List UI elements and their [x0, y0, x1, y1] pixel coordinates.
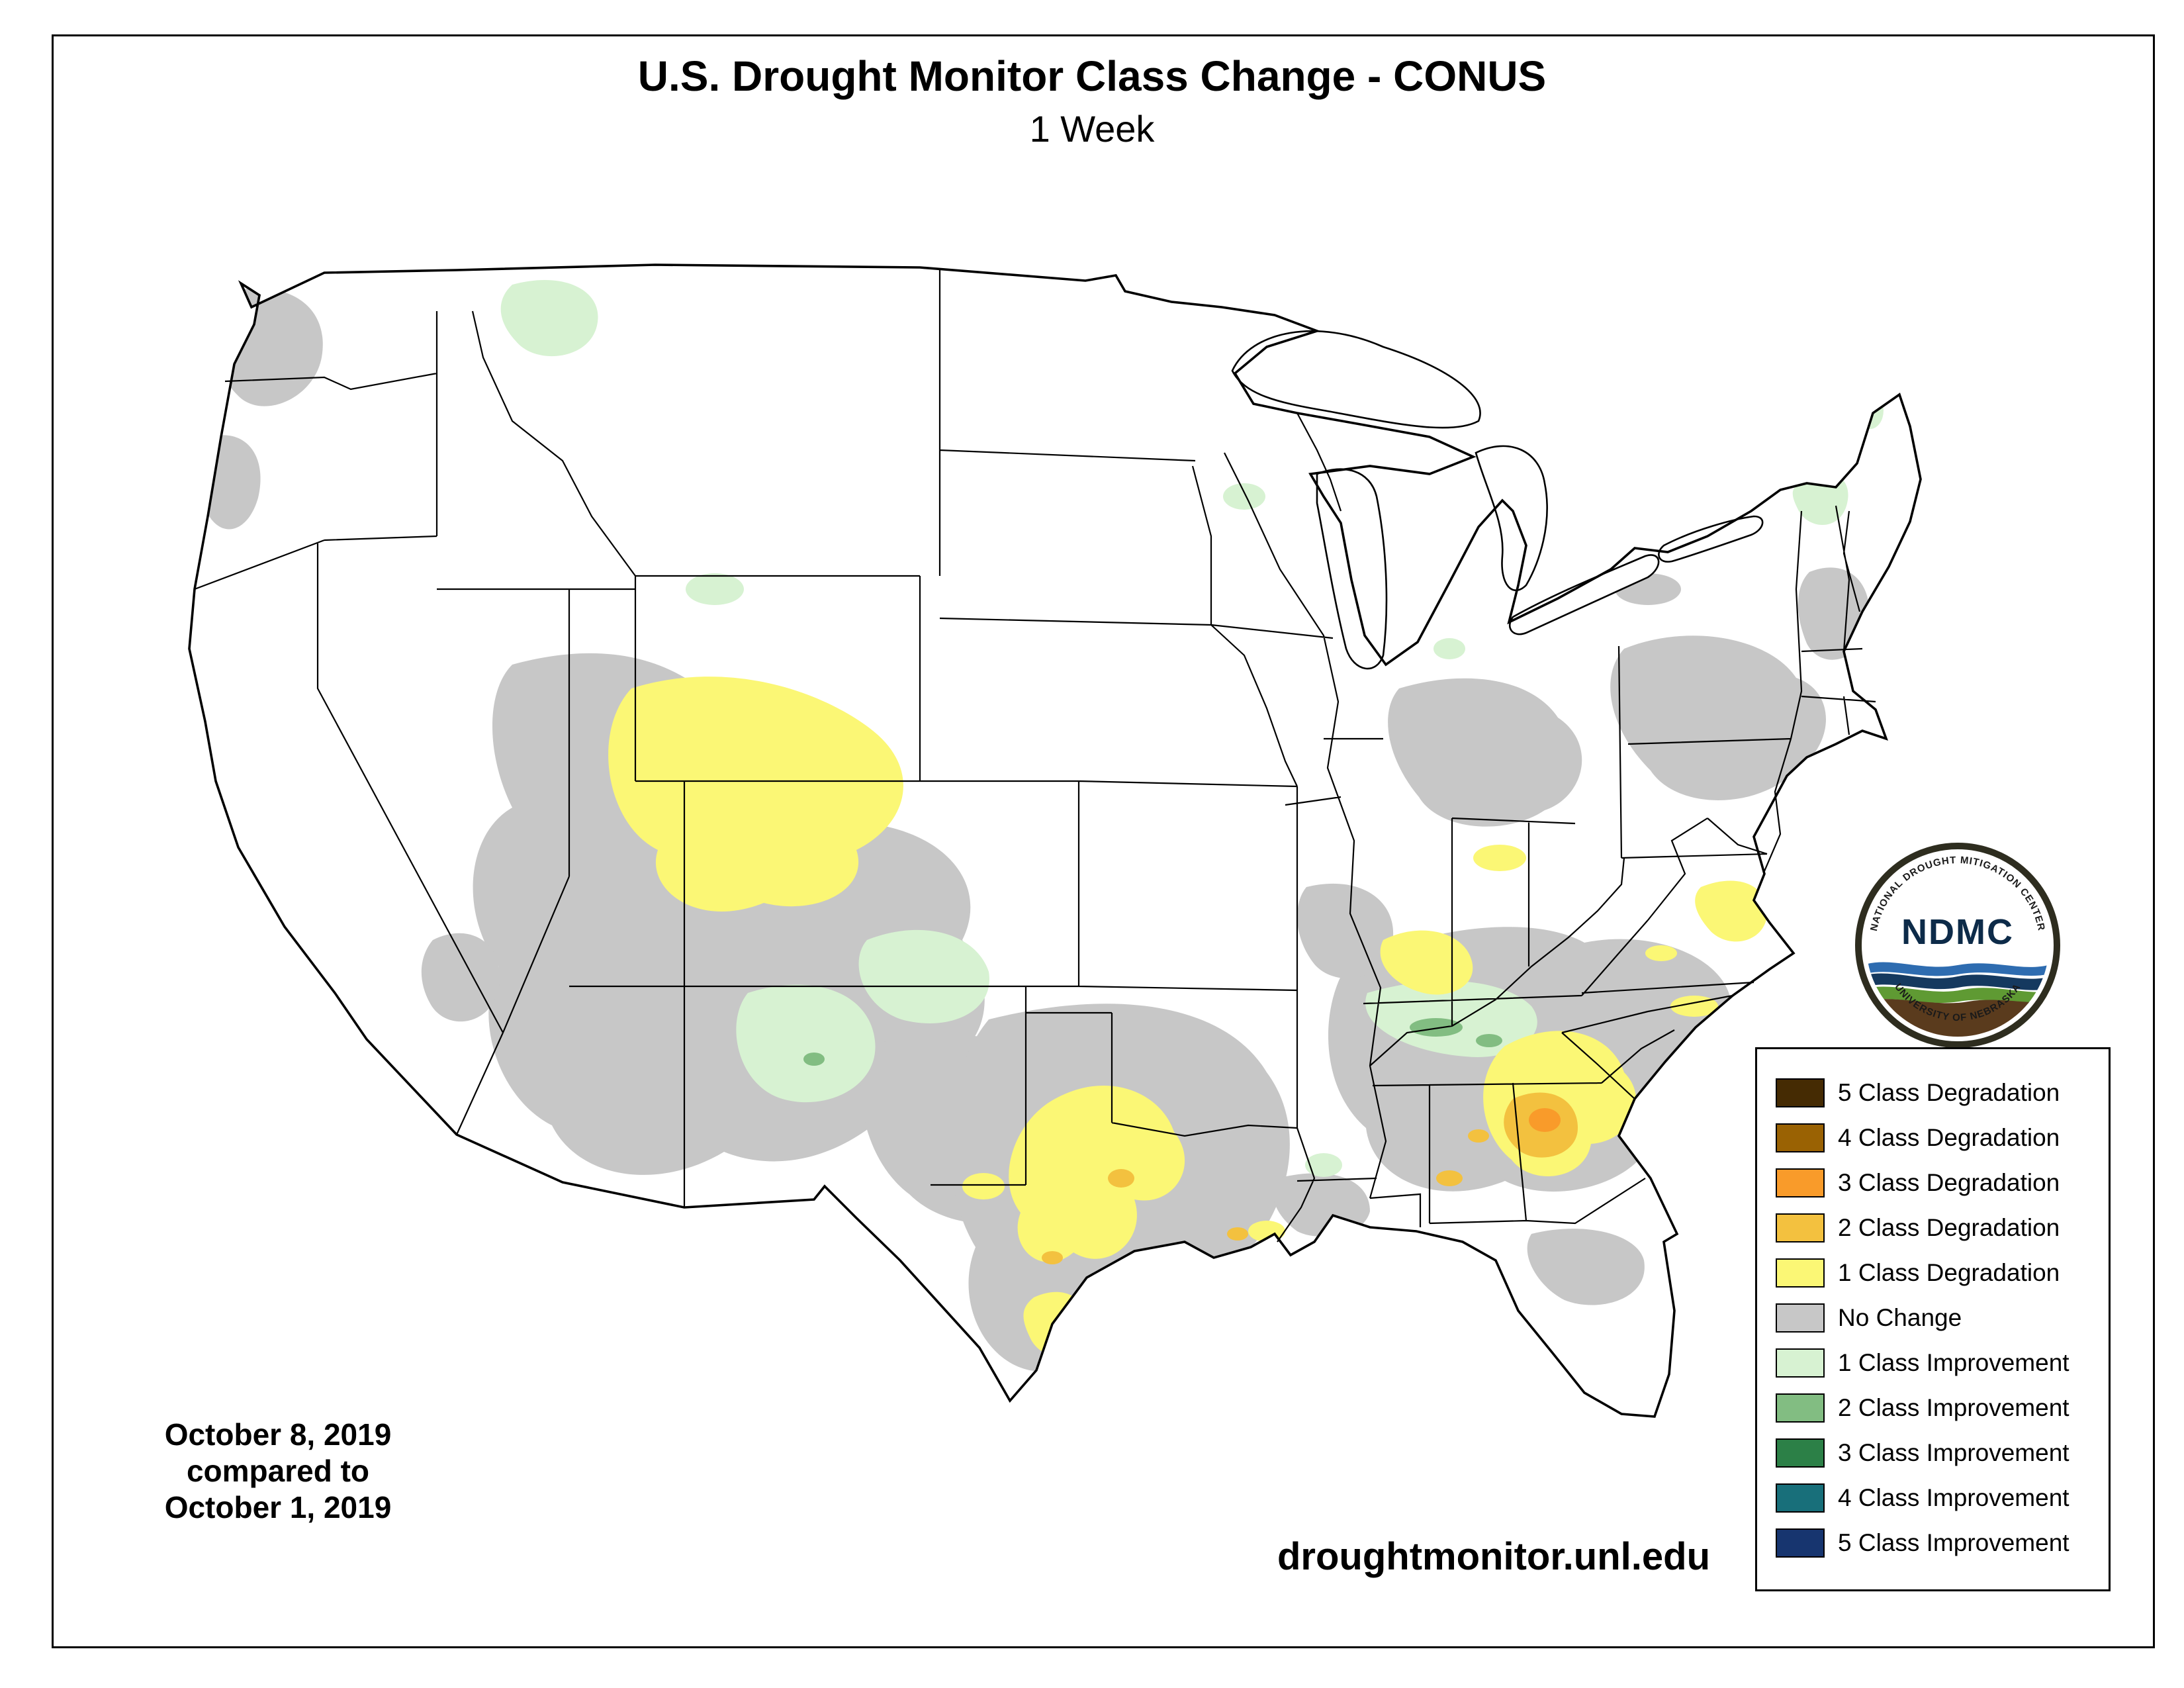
date-comparison-block: October 8, 2019 compared to October 1, 2… — [93, 1417, 463, 1526]
legend-swatch-4-class-improvement — [1776, 1483, 1825, 1513]
date-line-previous: October 1, 2019 — [164, 1490, 392, 1525]
legend-label: 3 Class Improvement — [1838, 1439, 2070, 1466]
legend-label: 1 Class Improvement — [1838, 1349, 2070, 1376]
legend-item: 5 Class Improvement — [1757, 1521, 2109, 1566]
lake-ontario — [1658, 515, 1764, 563]
lake-michigan — [1316, 468, 1388, 670]
conus-outline — [188, 263, 1922, 1418]
legend-item: 1 Class Improvement — [1757, 1340, 2109, 1385]
logo-waves — [1866, 962, 2049, 1037]
page-title: U.S. Drought Monitor Class Change - CONU… — [637, 52, 1547, 100]
legend-item: 1 Class Degradation — [1757, 1250, 2109, 1295]
legend-swatch-no-change — [1776, 1303, 1825, 1333]
legend-swatch-5-class-improvement — [1776, 1528, 1825, 1558]
legend-item: 4 Class Improvement — [1757, 1476, 2109, 1521]
legend-item: No Change — [1757, 1295, 2109, 1340]
page-subtitle: 1 Week — [1029, 108, 1155, 150]
legend-label: 1 Class Degradation — [1838, 1259, 2060, 1286]
legend-item: 2 Class Improvement — [1757, 1385, 2109, 1430]
legend-swatch-3-class-degradation — [1776, 1168, 1825, 1197]
legend-swatch-2-class-improvement — [1776, 1393, 1825, 1423]
website-url: droughtmonitor.unl.edu — [1277, 1535, 1711, 1578]
lake-huron — [1475, 445, 1548, 592]
legend-swatch-5-class-degradation — [1776, 1078, 1825, 1107]
legend-item: 3 Class Improvement — [1757, 1430, 2109, 1476]
state-borders — [194, 270, 1876, 1243]
legend-label: 2 Class Degradation — [1838, 1214, 2060, 1241]
page-border — [52, 34, 2155, 1648]
legend-label: 5 Class Degradation — [1838, 1079, 2060, 1106]
legend-label: 5 Class Improvement — [1838, 1529, 2070, 1556]
legend-item: 4 Class Degradation — [1757, 1115, 2109, 1160]
legend-label: 2 Class Improvement — [1838, 1394, 2070, 1421]
legend-swatch-2-class-degradation — [1776, 1213, 1825, 1243]
legend-swatch-1-class-improvement — [1776, 1348, 1825, 1378]
improvement-2-regions — [803, 1018, 1502, 1066]
lake-erie — [1508, 554, 1660, 635]
legend-item: 2 Class Degradation — [1757, 1205, 2109, 1250]
legend-label: 4 Class Degradation — [1838, 1124, 2060, 1151]
lake-superior — [1231, 330, 1481, 429]
legend-item: 5 Class Degradation — [1757, 1070, 2109, 1115]
legend-label: No Change — [1838, 1304, 1962, 1331]
legend-swatch-1-class-degradation — [1776, 1258, 1825, 1288]
legend-swatch-3-class-improvement — [1776, 1438, 1825, 1468]
ndmc-logo: NDMC NATIONAL DROUGHT MITIGATION CENTER … — [1855, 843, 2060, 1048]
legend-swatch-4-class-degradation — [1776, 1123, 1825, 1152]
legend-box: 5 Class Degradation 4 Class Degradation … — [1755, 1047, 2111, 1591]
legend-label: 4 Class Improvement — [1838, 1484, 2070, 1511]
legend-item: 3 Class Degradation — [1757, 1160, 2109, 1205]
great-lakes — [1231, 330, 1764, 670]
us-drought-map — [188, 263, 1922, 1418]
date-line-current: October 8, 2019 — [164, 1417, 392, 1452]
legend-label: 3 Class Degradation — [1838, 1169, 2060, 1196]
degradation-3-regions — [1529, 1108, 1561, 1132]
date-line-compared: compared to — [186, 1454, 370, 1489]
logo-acronym: NDMC — [1901, 912, 2014, 952]
